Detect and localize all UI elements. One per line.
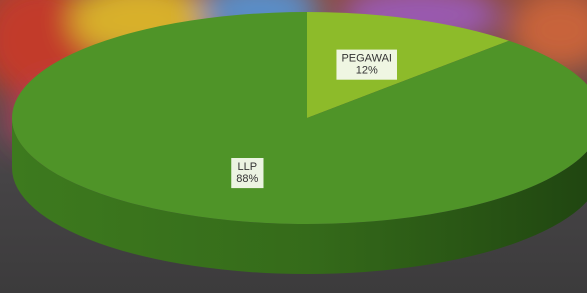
label-value: 88% bbox=[236, 173, 258, 185]
label-value: 12% bbox=[356, 65, 378, 77]
label-category: LLP bbox=[237, 161, 257, 173]
label-category: PEGAWAI bbox=[341, 53, 392, 65]
chart: PEGAWAI12% LLP88% bbox=[0, 0, 587, 293]
